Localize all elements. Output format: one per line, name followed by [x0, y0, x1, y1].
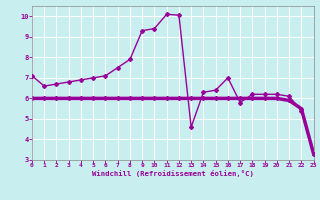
X-axis label: Windchill (Refroidissement éolien,°C): Windchill (Refroidissement éolien,°C) — [92, 170, 254, 177]
